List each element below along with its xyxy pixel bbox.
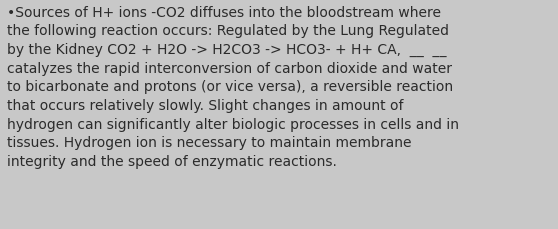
Text: •Sources of H+ ions -CO2 diffuses into the bloodstream where
the following react: •Sources of H+ ions -CO2 diffuses into t… [7,6,459,168]
